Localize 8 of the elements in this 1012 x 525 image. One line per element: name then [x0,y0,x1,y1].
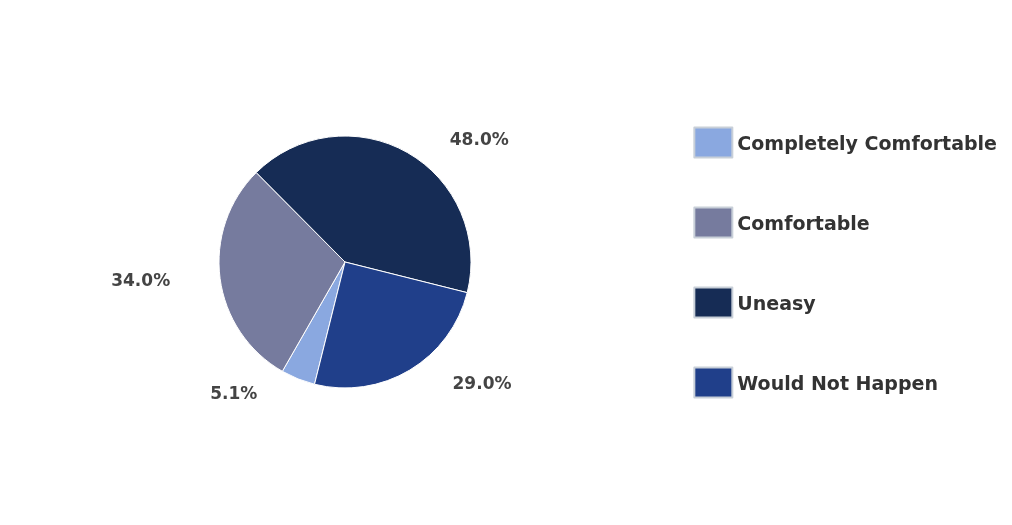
data-label: 48.0% [449,129,509,150]
legend-label: Completely Comfortable [737,131,998,154]
data-label: 34.0% [111,270,171,291]
legend-label: Comfortable [737,211,870,234]
legend-label: Uneasy [737,291,817,314]
legend-label: Would Not Happen [737,371,938,394]
data-label: 29.0% [452,372,512,393]
data-label: 5.1% [210,382,258,403]
